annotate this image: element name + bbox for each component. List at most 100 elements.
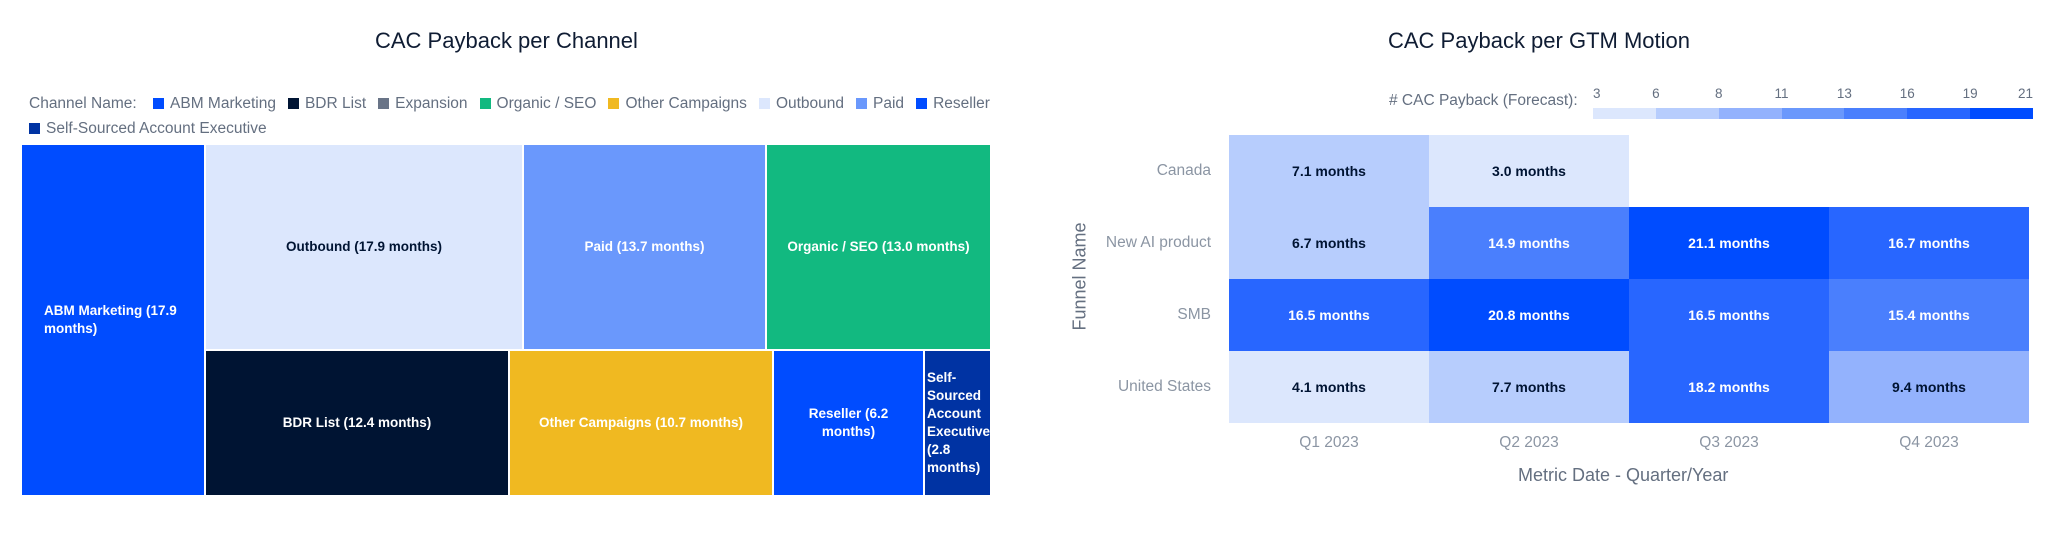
cell-label: 14.9 months (1488, 235, 1570, 251)
treemap-tile[interactable]: Organic / SEO (13.0 months) (766, 144, 991, 350)
treemap-tile[interactable]: Self-Sourced Account Executive (2.8 mont… (924, 350, 991, 496)
heatmap-cell[interactable]: 20.8 months (1429, 279, 1629, 351)
tile-label: Reseller (6.2 months) (808, 406, 889, 439)
cell-label: 21.1 months (1688, 235, 1770, 251)
tile-label: Self-Sourced Account Executive (2.8 mont… (927, 370, 991, 475)
legend-swatch-icon (916, 98, 928, 109)
legend-swatch-icon (287, 98, 299, 109)
legend-swatch-icon (856, 98, 868, 109)
y-tick-label: United States (1117, 378, 1211, 395)
legend-label: Other Campaigns (625, 95, 747, 112)
treemap-legend: Channel Name: ABM Marketing BDR List Expan… (29, 91, 1019, 141)
color-scale-segment (1970, 108, 2034, 119)
treemap-tile[interactable]: Paid (13.7 months) (523, 144, 766, 350)
heatmap-cell[interactable]: 9.4 months (1829, 351, 2029, 423)
cell-label: 3.0 months (1492, 163, 1566, 179)
legend-item[interactable]: Other Campaigns (608, 91, 747, 116)
color-scale-tick: 3 (1593, 86, 1601, 101)
tile-label: Other Campaigns (10.7 months) (538, 415, 744, 430)
heatmap-cell[interactable]: 21.1 months (1629, 207, 1829, 279)
cell-label: 16.5 months (1688, 307, 1770, 323)
treemap-tile[interactable]: BDR List (12.4 months) (205, 350, 509, 496)
heatmap-cell[interactable]: 18.2 months (1629, 351, 1829, 423)
legend-title: Channel Name: (29, 95, 137, 112)
legend-swatch-icon (378, 98, 390, 109)
color-scale-segment (1593, 108, 1656, 119)
legend-item[interactable]: Paid (856, 91, 904, 116)
legend-label: Paid (873, 95, 905, 112)
chart-title: CAC Payback per Channel (375, 28, 638, 53)
legend-item[interactable]: Outbound (758, 91, 845, 116)
treemap: ABM Marketing (17.9 months) Outbound (17.… (21, 144, 991, 496)
color-scale-tick: 6 (1652, 86, 1660, 101)
legend-item[interactable]: Expansion (378, 91, 468, 116)
color-scale-segment (1844, 108, 1908, 119)
legend-label: Expansion (395, 95, 468, 112)
color-scale-tick: 21 (2017, 86, 2033, 101)
treemap-tile[interactable]: Reseller (6.2 months) (773, 350, 924, 496)
legend-item[interactable]: Self-Sourced Account Executive (29, 116, 267, 141)
legend-item[interactable]: BDR List (287, 91, 367, 116)
cell-label: 16.7 months (1888, 235, 1970, 251)
cell-label: 9.4 months (1892, 379, 1966, 395)
legend-item[interactable]: Reseller (916, 91, 990, 116)
heatmap-cell[interactable]: 3.0 months (1429, 135, 1629, 207)
tile-label: BDR List (12.4 months) (282, 415, 432, 430)
color-scale-tick: 11 (1774, 86, 1789, 101)
legend-swatch-icon (479, 98, 491, 109)
legend-swatch-icon (153, 98, 165, 109)
color-scale-tick: 8 (1714, 86, 1723, 101)
cell-label: 6.7 months (1292, 235, 1366, 251)
y-tick-label: SMB (1177, 306, 1211, 323)
cell-label: 18.2 months (1688, 379, 1770, 395)
cell-label: 7.7 months (1492, 379, 1566, 395)
cell-label: 7.1 months (1292, 163, 1366, 179)
x-axis-title: Metric Date - Quarter/Year (1518, 465, 1729, 485)
cell-label: 20.8 months (1488, 307, 1570, 323)
treemap-tile[interactable]: ABM Marketing (17.9 months) (21, 144, 205, 496)
x-tick-label: Q2 2023 (1499, 434, 1559, 451)
y-axis-title: Funnel Name (1069, 222, 1090, 331)
cell-label: 16.5 months (1288, 307, 1370, 323)
color-scale-tick: 19 (1962, 86, 1978, 101)
legend-swatch-icon (29, 123, 40, 134)
cell-label: 4.1 months (1292, 379, 1366, 395)
heatmap-cell[interactable]: 6.7 months (1229, 207, 1429, 279)
color-scale-segment (1718, 108, 1782, 119)
legend-label: Organic / SEO (496, 95, 597, 112)
color-scale-tick: 16 (1899, 86, 1915, 101)
cell-label: 15.4 months (1888, 307, 1970, 323)
heatmap-cell[interactable]: 15.4 months (1829, 279, 2029, 351)
treemap-tile[interactable]: Outbound (17.9 months) (205, 144, 523, 350)
color-scale-bar (1593, 108, 2034, 119)
legend-item[interactable]: ABM Marketing (153, 91, 276, 116)
heatmap-panel: CAC Payback per GTM Motion # CAC Payback… (1040, 0, 2048, 554)
chart-title: CAC Payback per GTM Motion (1388, 28, 1690, 53)
heatmap-cell[interactable]: 14.9 months (1429, 207, 1629, 279)
heatmap-cell[interactable]: 7.7 months (1429, 351, 1629, 423)
legend-label: Self-Sourced Account Executive (46, 120, 267, 137)
legend-label: ABM Marketing (170, 95, 276, 112)
legend-swatch-icon (758, 98, 770, 109)
x-tick-label: Q1 2023 (1299, 434, 1359, 451)
legend-item[interactable]: Organic / SEO (479, 91, 597, 116)
treemap-tile[interactable]: Other Campaigns (10.7 months) (509, 350, 773, 496)
color-scale-segment (1655, 108, 1719, 119)
heatmap-cell[interactable]: 16.5 months (1629, 279, 1829, 351)
legend-swatch-icon (608, 98, 620, 109)
treemap-panel: CAC Payback per Channel Channel Name: AB… (0, 0, 1010, 554)
heatmap-cell[interactable]: 16.7 months (1829, 207, 2029, 279)
tile-label: Paid (13.7 months) (584, 239, 705, 254)
tile-label: Outbound (17.9 months) (286, 239, 442, 254)
heatmap-cell[interactable]: 16.5 months (1229, 279, 1429, 351)
y-tick-label: Canada (1156, 162, 1211, 179)
x-tick-label: Q4 2023 (1899, 434, 1959, 451)
heatmap-cell[interactable]: 7.1 months (1229, 135, 1429, 207)
legend-label: Outbound (775, 95, 845, 112)
x-tick-label: Q3 2023 (1699, 434, 1759, 451)
legend-label: Reseller (933, 95, 990, 112)
legend-label: BDR List (304, 95, 367, 112)
tile-label: ABM Marketing (17.9 months) (44, 303, 177, 336)
heatmap-cell[interactable]: 4.1 months (1229, 351, 1429, 423)
color-scale-segment (1781, 108, 1845, 119)
